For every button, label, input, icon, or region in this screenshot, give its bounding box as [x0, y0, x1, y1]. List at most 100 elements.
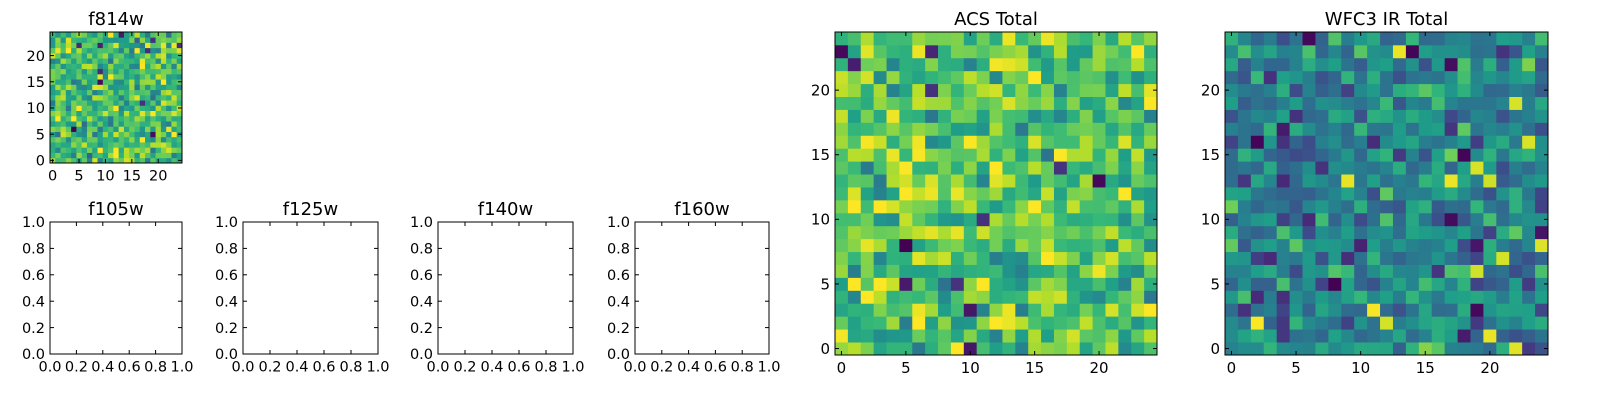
heatmap-cell [60, 52, 67, 59]
heatmap-cell [155, 42, 162, 49]
heatmap-cell [65, 115, 72, 122]
heatmap-cell [938, 122, 952, 136]
heatmap-cell [92, 52, 98, 59]
heatmap-cell [1315, 264, 1329, 278]
heatmap-cell [1276, 277, 1290, 291]
heatmap-cell [1457, 32, 1471, 46]
heatmap-cell [1444, 199, 1458, 214]
heatmap-cell [1066, 329, 1081, 343]
heatmap-cell [1367, 225, 1381, 240]
heatmap-cell [123, 142, 130, 148]
heatmap-cell [847, 96, 862, 110]
heatmap-cell [108, 115, 114, 122]
heatmap-cell [963, 342, 978, 356]
heatmap-cell [160, 136, 167, 143]
heatmap-cell [81, 68, 88, 75]
heatmap-cell [1237, 316, 1252, 330]
heatmap-cell [145, 58, 151, 64]
heatmap-cell [1105, 44, 1119, 59]
heatmap-cell [176, 58, 183, 64]
heatmap-cell [1341, 329, 1355, 343]
heatmap-cell [118, 110, 125, 117]
heatmap-cell [1250, 277, 1265, 291]
x-tick-label: 15 [1025, 359, 1044, 377]
x-tick-label: 0.2 [65, 360, 88, 376]
heatmap-cell [1276, 238, 1290, 253]
heatmap-cell [76, 84, 83, 91]
heatmap-cell [145, 131, 151, 138]
heatmap-cell [1079, 135, 1093, 149]
heatmap-cell [1444, 212, 1458, 227]
heatmap-cell [1444, 122, 1458, 136]
heatmap-cell [1302, 83, 1316, 97]
heatmap-cell [129, 79, 135, 85]
heatmap-cell [1509, 212, 1523, 227]
heatmap-cell [1225, 329, 1239, 343]
heatmap-cell [1315, 238, 1329, 253]
heatmap-cell [150, 126, 156, 132]
heatmap-cell [1483, 135, 1497, 149]
heatmap-cell [60, 100, 67, 106]
heatmap-cell [873, 212, 887, 227]
heatmap-cell [1341, 109, 1355, 123]
heatmap-cell [65, 42, 72, 49]
heatmap-cell [1028, 225, 1042, 240]
heatmap-cell [1315, 199, 1329, 214]
heatmap-cell [1118, 342, 1132, 356]
heatmap-cell [938, 70, 952, 85]
heatmap-cell [1237, 238, 1252, 253]
heatmap-cell [1315, 174, 1329, 188]
heatmap-cell [1354, 135, 1368, 149]
heatmap-cell [118, 157, 125, 164]
heatmap-cell [1144, 303, 1158, 317]
heatmap-cell [166, 157, 172, 164]
heatmap-cell [899, 135, 913, 149]
heatmap-cell [1522, 96, 1536, 110]
heatmap-cell [1066, 316, 1081, 330]
heatmap-cell [950, 174, 965, 188]
heatmap-cell [1118, 225, 1132, 240]
heatmap-cell [1444, 342, 1458, 356]
heatmap-cell [81, 147, 88, 153]
heatmap-cell [1302, 290, 1316, 304]
heatmap-cell [860, 316, 875, 330]
heatmap-cell [1237, 96, 1252, 110]
heatmap-cell [1250, 290, 1265, 304]
heatmap-cell [97, 73, 104, 80]
heatmap-cell [123, 47, 130, 54]
heatmap-cell [145, 52, 151, 59]
heatmap-cell [1015, 187, 1029, 201]
heatmap-cell [155, 110, 162, 117]
heatmap-cell [81, 89, 88, 96]
heatmap-cell [55, 110, 61, 117]
heatmap-cell [1483, 57, 1497, 72]
heatmap-cell [1131, 251, 1145, 265]
heatmap-cell [1131, 225, 1145, 240]
heatmap-cell [97, 37, 104, 43]
x-tick-label: 1.0 [757, 360, 780, 376]
heatmap-cell [1053, 238, 1068, 253]
heatmap-cell [81, 100, 88, 106]
heatmap-cell [113, 110, 120, 117]
heatmap-cell [81, 105, 88, 111]
heatmap-cell [1053, 225, 1068, 240]
heatmap-cell [118, 79, 125, 85]
heatmap-cell [1250, 264, 1265, 278]
heatmap-cell [925, 187, 939, 201]
heatmap-cell [1015, 212, 1029, 227]
heatmap-cell [1066, 161, 1081, 175]
heatmap-cell [1066, 122, 1081, 136]
heatmap-cell [1354, 212, 1368, 227]
heatmap-cell [1131, 329, 1145, 343]
heatmap-cell [155, 131, 162, 138]
heatmap-cell [989, 187, 1003, 201]
heatmap-cell [860, 161, 875, 175]
heatmap-cell [65, 58, 72, 64]
heatmap-cell [171, 142, 178, 148]
panel-title: f140w [478, 199, 533, 220]
heatmap-cell [102, 152, 109, 159]
heatmap-cell [86, 89, 93, 96]
heatmap-cell [145, 121, 151, 127]
heatmap-cell [886, 57, 900, 72]
heatmap-cell [113, 100, 120, 106]
